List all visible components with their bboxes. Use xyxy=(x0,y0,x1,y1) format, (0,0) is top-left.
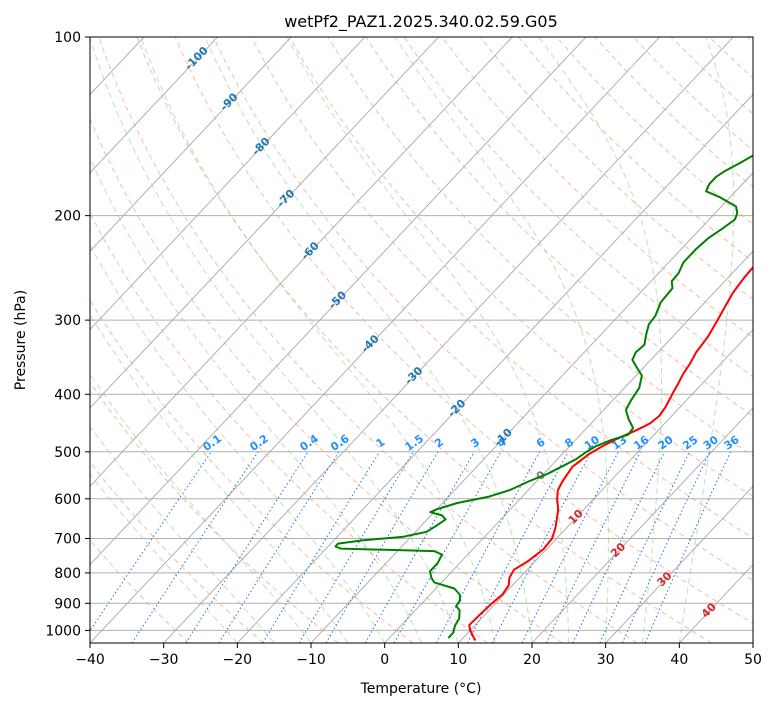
y-tick-label: 1000 xyxy=(45,623,81,639)
moist-adiabat xyxy=(90,425,275,643)
y-tick-label: 500 xyxy=(54,445,81,461)
chart-title: wetPf2_PAZ1.2025.340.02.59.G05 xyxy=(284,12,558,32)
x-tick-label: 0 xyxy=(380,652,389,668)
moist-adiabat xyxy=(140,37,496,643)
x-tick-label: −40 xyxy=(75,652,105,668)
mixing-ratio-line xyxy=(262,451,380,643)
mixing-ratio-line xyxy=(185,451,309,643)
x-axis-label: Temperature (°C) xyxy=(360,681,482,697)
x-tick-label: −10 xyxy=(296,652,326,668)
mixing-ratio-line xyxy=(90,451,212,632)
y-tick-label: 300 xyxy=(54,313,81,329)
dewpoint-profile-line xyxy=(334,154,753,639)
temperature-profile-line xyxy=(468,265,753,641)
y-axis-label: Pressure (hPa) xyxy=(13,290,29,390)
dry-adiabat xyxy=(90,212,488,643)
dry-adiabat xyxy=(480,37,753,300)
isotherm-gridline xyxy=(384,250,753,643)
dry-adiabat xyxy=(90,117,563,643)
moist-adiabat xyxy=(394,37,609,643)
moist-adiabat xyxy=(90,37,459,643)
x-tick-label: 10 xyxy=(449,652,467,668)
moist-adiabat xyxy=(538,37,662,643)
plot-frame xyxy=(89,36,754,644)
mixing-ratio-line xyxy=(131,451,259,643)
isotherm-gridline xyxy=(163,37,734,643)
y-tick-label: 700 xyxy=(54,532,81,548)
y-tick-label: 800 xyxy=(54,566,81,582)
mixing-ratio-line xyxy=(435,451,541,643)
dry-adiabat xyxy=(98,37,638,643)
moist-adiabat xyxy=(286,37,570,643)
dry-adiabat xyxy=(250,37,753,539)
y-tick-label: 600 xyxy=(54,492,81,508)
x-tick-label: −20 xyxy=(223,652,253,668)
moist-adiabat xyxy=(90,373,312,643)
y-tick-label: 200 xyxy=(54,209,81,225)
isotherm-gridline xyxy=(531,407,753,643)
moist-adiabat xyxy=(678,37,735,643)
isotherm-gridline xyxy=(237,93,753,643)
isotherm-gridline xyxy=(458,328,753,643)
isotherm-gridline xyxy=(90,37,366,331)
x-tick-label: 40 xyxy=(670,652,688,668)
y-tick-label: 900 xyxy=(54,596,81,612)
dry-adiabat xyxy=(136,37,712,643)
dry-adiabat xyxy=(212,37,753,581)
isotherm-gridline xyxy=(90,37,218,174)
mixing-ratio-line xyxy=(545,451,641,643)
dry-adiabat xyxy=(90,299,414,643)
isotherm-gridline xyxy=(605,485,753,643)
x-tick-label: 30 xyxy=(597,652,615,668)
moist-adiabat xyxy=(90,244,386,643)
moist-adiabat xyxy=(204,37,533,643)
mixing-ratio-line xyxy=(521,451,619,643)
moist-adiabat xyxy=(90,313,349,643)
x-tick-label: −30 xyxy=(149,652,179,668)
isotherm-gridline xyxy=(90,37,513,487)
isotherm-gridline xyxy=(90,37,292,252)
dry-adiabat xyxy=(174,37,753,625)
y-tick-label: 400 xyxy=(54,387,81,403)
dry-adiabat xyxy=(90,461,264,643)
y-tick-label: 100 xyxy=(54,30,81,46)
mixing-ratio-line xyxy=(644,451,732,643)
dry-adiabat xyxy=(365,37,753,417)
mixing-ratio-line xyxy=(467,451,569,643)
mixing-ratio-line xyxy=(218,451,340,643)
x-tick-label: 50 xyxy=(744,652,762,668)
x-tick-label: 20 xyxy=(523,652,541,668)
isotherm-gridline xyxy=(90,37,439,409)
isotherm-gridline xyxy=(90,37,587,566)
